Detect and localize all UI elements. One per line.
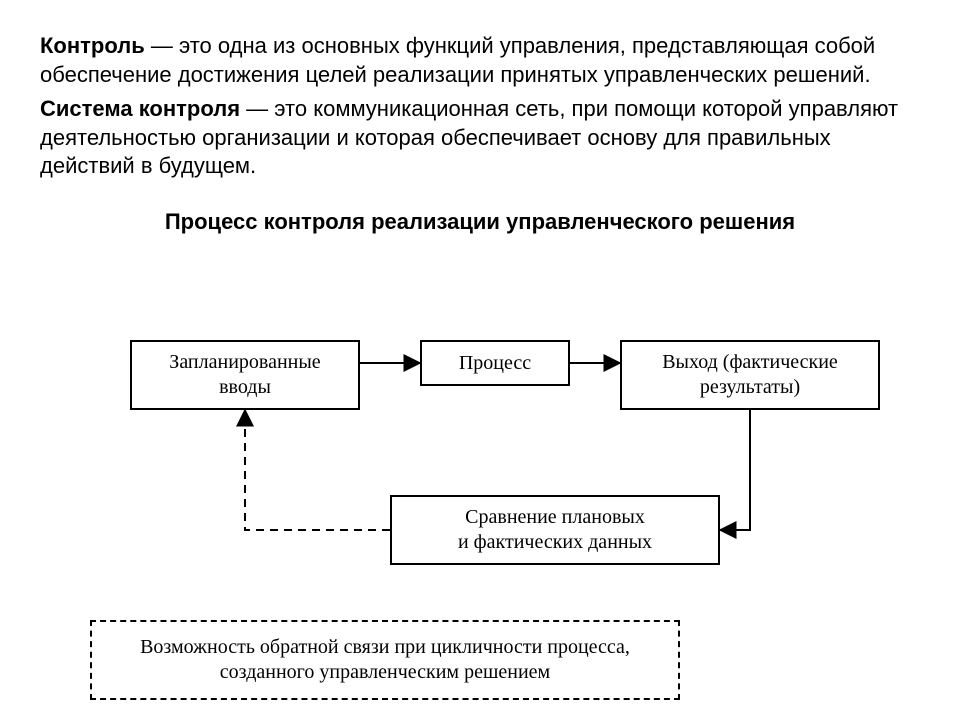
node-process-label: Процесс	[459, 351, 531, 376]
definition-control: Контроль — это одна из основных функций …	[40, 32, 920, 89]
edge-compare-inputs	[245, 410, 390, 530]
term-control-system: Система контроля	[40, 96, 240, 121]
node-process: Процесс	[420, 340, 570, 386]
node-inputs-label: Запланированныевводы	[169, 350, 320, 400]
edge-output-compare	[720, 410, 750, 530]
node-inputs: Запланированныевводы	[130, 340, 360, 410]
node-feedback: Возможность обратной связи при цикличнос…	[90, 620, 680, 700]
node-compare-label: Сравнение плановыхи фактических данных	[458, 505, 652, 555]
flowchart: Запланированныевводы Процесс Выход (факт…	[0, 300, 960, 720]
node-output-label: Выход (фактическиерезультаты)	[662, 350, 838, 400]
diagram-title: Процесс контроля реализации управленческ…	[40, 209, 920, 235]
node-compare: Сравнение плановыхи фактических данных	[390, 495, 720, 565]
term-control: Контроль	[40, 33, 145, 58]
definition-control-system: Система контроля — это коммуникационная …	[40, 95, 920, 181]
body-control: — это одна из основных функций управлени…	[40, 33, 875, 87]
node-feedback-label: Возможность обратной связи при цикличнос…	[140, 635, 630, 685]
node-output: Выход (фактическиерезультаты)	[620, 340, 880, 410]
